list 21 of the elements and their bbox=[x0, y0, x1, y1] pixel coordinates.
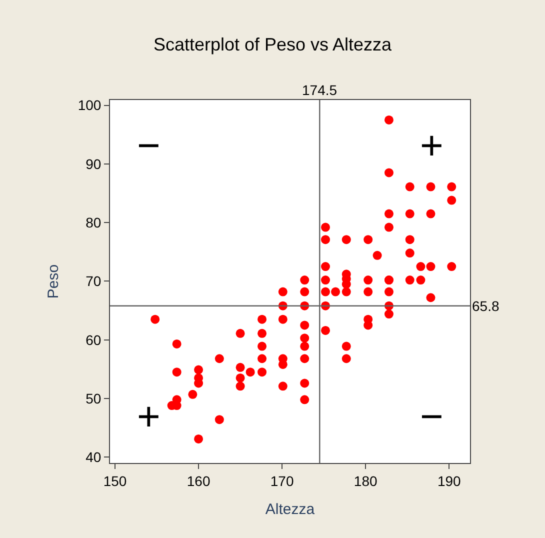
x-tick-label: 180 bbox=[354, 472, 378, 489]
y-tick-label: 100 bbox=[78, 97, 102, 114]
y-axis-title: Peso bbox=[45, 264, 62, 299]
y-tick-label: 50 bbox=[86, 390, 102, 406]
x-tick-label: 150 bbox=[103, 472, 127, 489]
annotation: + bbox=[420, 124, 444, 168]
x-axis-title: Altezza bbox=[265, 500, 316, 518]
annotation: + bbox=[137, 395, 160, 439]
y-tick-label: 80 bbox=[86, 214, 102, 230]
ref-line-label: 174.5 bbox=[302, 82, 338, 98]
y-tick-label: 40 bbox=[86, 449, 102, 466]
annotation: − bbox=[420, 395, 444, 439]
y-tick-label: 60 bbox=[86, 332, 102, 348]
x-tick-label: 160 bbox=[186, 472, 210, 489]
annotation: − bbox=[137, 124, 160, 168]
x-tick-label: 170 bbox=[270, 472, 294, 489]
ref-line-label: 65.8 bbox=[472, 298, 500, 314]
y-tick-label: 70 bbox=[86, 273, 102, 290]
chart-title: Scatterplot of Peso vs Altezza bbox=[153, 34, 393, 54]
x-tick-label: 190 bbox=[437, 472, 462, 489]
y-tick-label: 90 bbox=[86, 156, 102, 172]
